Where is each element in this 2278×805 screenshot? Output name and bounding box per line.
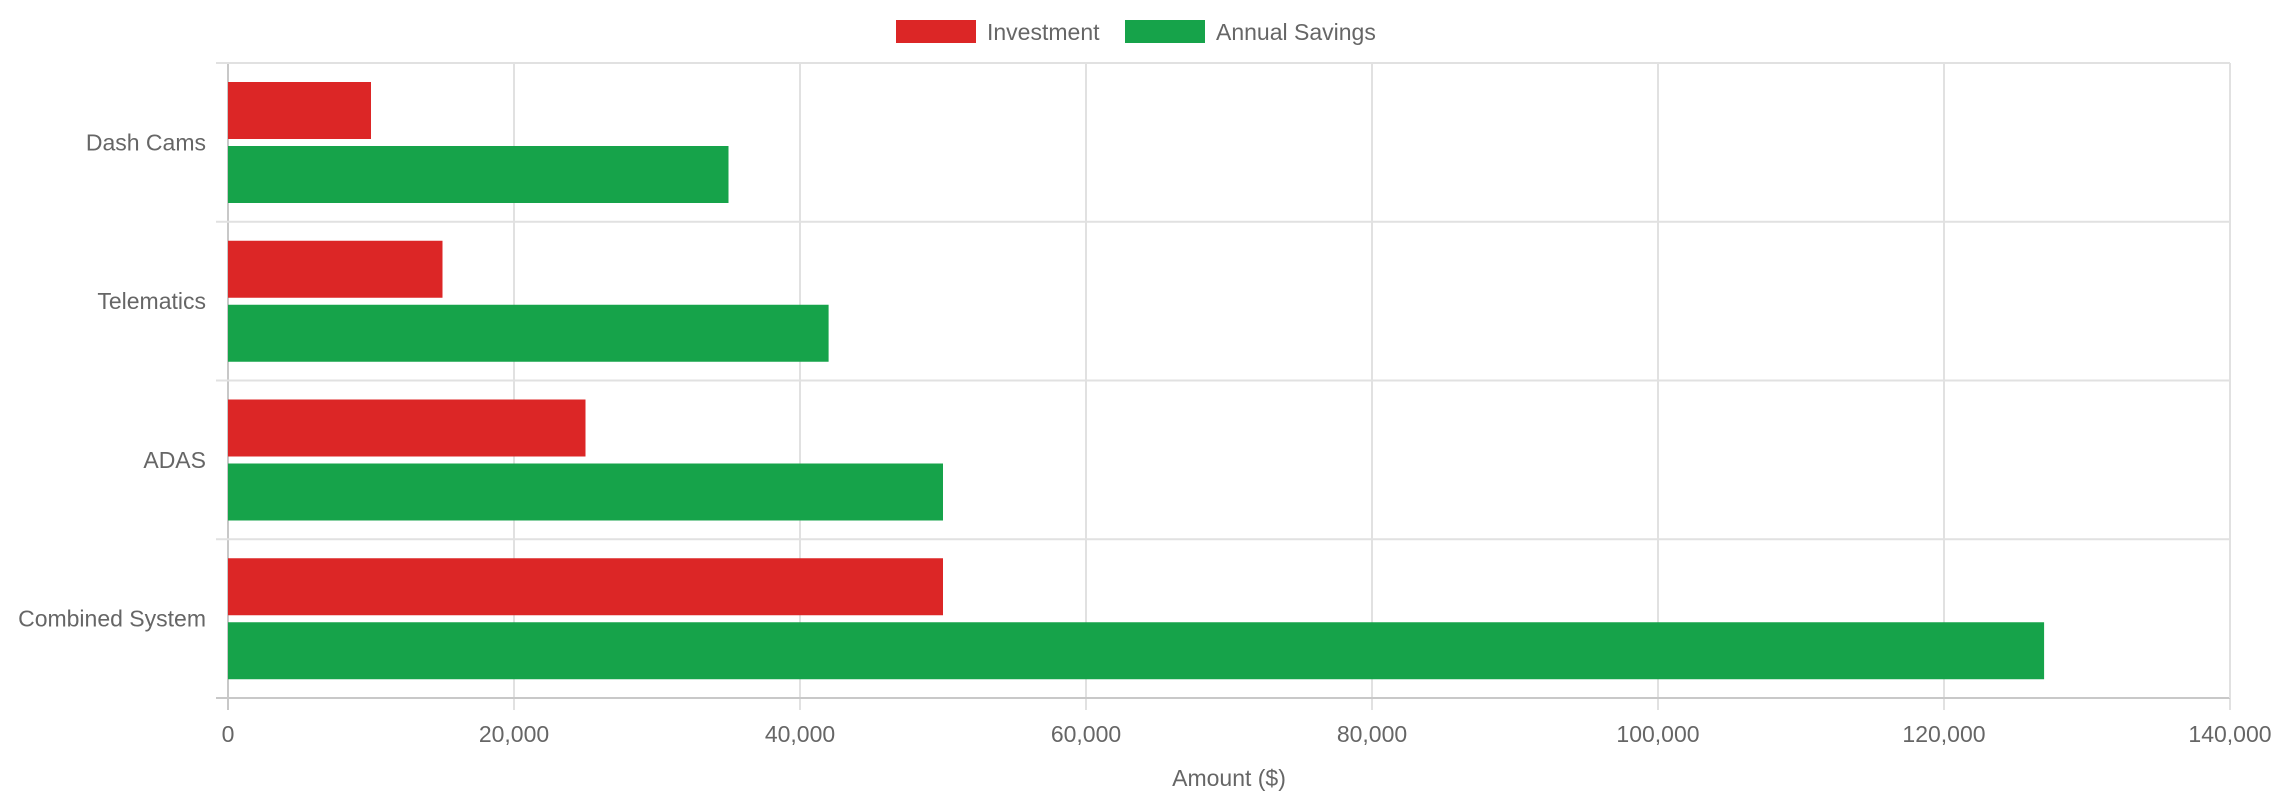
bar-investment-dash-cams (228, 82, 371, 139)
bar-annual-savings-telematics (228, 304, 829, 362)
x-tick-label: 0 (222, 721, 235, 747)
x-tick-label: 20,000 (479, 721, 549, 747)
bar-annual-savings-combined-system (228, 622, 2045, 680)
x-tick-label: 140,000 (2188, 721, 2271, 747)
x-tick-label: 80,000 (1337, 721, 1407, 747)
bar-investment-combined-system (228, 558, 943, 616)
bar-annual-savings-adas (228, 463, 943, 521)
bars (228, 82, 2045, 680)
y-category-label: Combined System (18, 606, 206, 632)
y-category-label: Telematics (97, 288, 206, 314)
x-tick-label: 40,000 (765, 721, 835, 747)
legend-label: Annual Savings (1216, 19, 1376, 45)
bar-investment-telematics (228, 240, 443, 298)
bar-annual-savings-dash-cams (228, 146, 729, 203)
legend-swatch-0 (896, 20, 976, 43)
grid (216, 62, 2231, 710)
legend: Investment Annual Savings (896, 19, 1376, 45)
x-tick-label: 100,000 (1616, 721, 1699, 747)
legend-label: Investment (987, 19, 1100, 45)
y-category-label: ADAS (143, 447, 206, 473)
legend-swatch-1 (1125, 20, 1205, 43)
y-axis-labels: Dash Cams Telematics ADAS Combined System (18, 129, 206, 631)
x-axis-labels: 0 20,000 40,000 60,000 80,000 100,000 120,000 1… (222, 721, 2272, 747)
x-axis-title: Amount ($) (1172, 765, 1286, 791)
y-category-label: Dash Cams (86, 129, 206, 155)
bar-investment-adas (228, 399, 586, 457)
x-tick-label: 120,000 (1902, 721, 1985, 747)
x-tick-label: 60,000 (1051, 721, 1121, 747)
